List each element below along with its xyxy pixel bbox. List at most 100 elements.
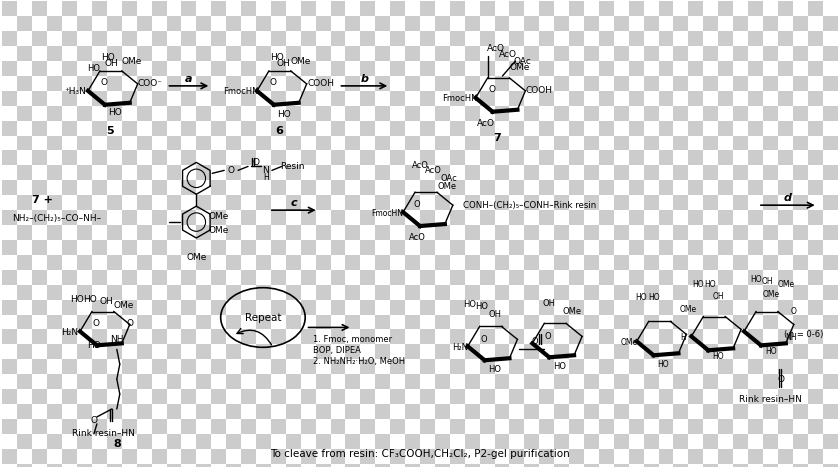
Bar: [584, 195, 599, 210]
Bar: [18, 285, 32, 300]
Bar: [763, 195, 778, 210]
Bar: [211, 404, 226, 419]
Bar: [778, 91, 793, 106]
Bar: [286, 285, 301, 300]
Bar: [47, 419, 62, 434]
Bar: [524, 255, 539, 270]
Bar: [524, 389, 539, 404]
Bar: [793, 464, 808, 468]
Bar: [822, 389, 837, 404]
Bar: [614, 389, 629, 404]
Bar: [107, 91, 122, 106]
Bar: [301, 449, 316, 464]
Bar: [435, 255, 450, 270]
Bar: [62, 46, 77, 61]
Bar: [211, 374, 226, 389]
Bar: [405, 404, 420, 419]
Bar: [390, 285, 405, 300]
Bar: [524, 195, 539, 210]
Bar: [420, 195, 435, 210]
Bar: [689, 16, 703, 31]
Text: AcO: AcO: [498, 50, 517, 58]
Bar: [659, 136, 674, 151]
Bar: [32, 61, 47, 76]
Bar: [47, 136, 62, 151]
Bar: [301, 210, 316, 225]
Bar: [748, 121, 763, 136]
Bar: [435, 389, 450, 404]
Bar: [47, 240, 62, 255]
Bar: [614, 91, 629, 106]
Bar: [584, 225, 599, 240]
Bar: [375, 61, 390, 76]
Bar: [166, 46, 181, 61]
Bar: [420, 106, 435, 121]
Bar: [47, 180, 62, 195]
Bar: [107, 374, 122, 389]
Bar: [256, 106, 270, 121]
Bar: [778, 389, 793, 404]
Bar: [77, 449, 92, 464]
Bar: [330, 225, 345, 240]
Bar: [360, 61, 375, 76]
Bar: [197, 46, 211, 61]
Bar: [539, 180, 554, 195]
Bar: [316, 464, 330, 468]
Bar: [570, 329, 584, 344]
Text: OMe: OMe: [620, 338, 638, 347]
Bar: [718, 240, 733, 255]
Bar: [316, 180, 330, 195]
Bar: [480, 314, 495, 329]
Bar: [689, 1, 703, 16]
Bar: [450, 61, 465, 76]
Bar: [539, 165, 554, 180]
Bar: [689, 165, 703, 180]
Bar: [614, 151, 629, 165]
Bar: [570, 151, 584, 165]
Bar: [510, 1, 524, 16]
Bar: [643, 344, 659, 359]
Bar: [748, 314, 763, 329]
Bar: [570, 359, 584, 374]
Text: H: H: [263, 173, 269, 182]
Text: HO: HO: [71, 295, 84, 304]
Bar: [808, 46, 822, 61]
Bar: [405, 151, 420, 165]
Bar: [270, 285, 286, 300]
Bar: [47, 76, 62, 91]
Bar: [301, 300, 316, 314]
Bar: [763, 31, 778, 46]
Bar: [570, 180, 584, 195]
Bar: [270, 165, 286, 180]
Bar: [345, 240, 360, 255]
Bar: [3, 419, 18, 434]
Bar: [793, 195, 808, 210]
Bar: [122, 449, 137, 464]
Bar: [211, 1, 226, 16]
Bar: [151, 314, 166, 329]
Bar: [480, 225, 495, 240]
Bar: [330, 240, 345, 255]
Bar: [465, 31, 480, 46]
Bar: [107, 285, 122, 300]
Bar: [480, 389, 495, 404]
Bar: [286, 270, 301, 285]
Bar: [151, 121, 166, 136]
Bar: [3, 136, 18, 151]
Bar: [778, 270, 793, 285]
Bar: [510, 270, 524, 285]
Bar: [554, 76, 570, 91]
Bar: [584, 165, 599, 180]
Bar: [405, 285, 420, 300]
Bar: [718, 329, 733, 344]
Bar: [793, 359, 808, 374]
Bar: [510, 419, 524, 434]
Bar: [524, 285, 539, 300]
Bar: [151, 225, 166, 240]
Bar: [808, 1, 822, 16]
Bar: [151, 255, 166, 270]
Bar: [92, 285, 107, 300]
Bar: [480, 359, 495, 374]
Bar: [435, 91, 450, 106]
Bar: [197, 106, 211, 121]
